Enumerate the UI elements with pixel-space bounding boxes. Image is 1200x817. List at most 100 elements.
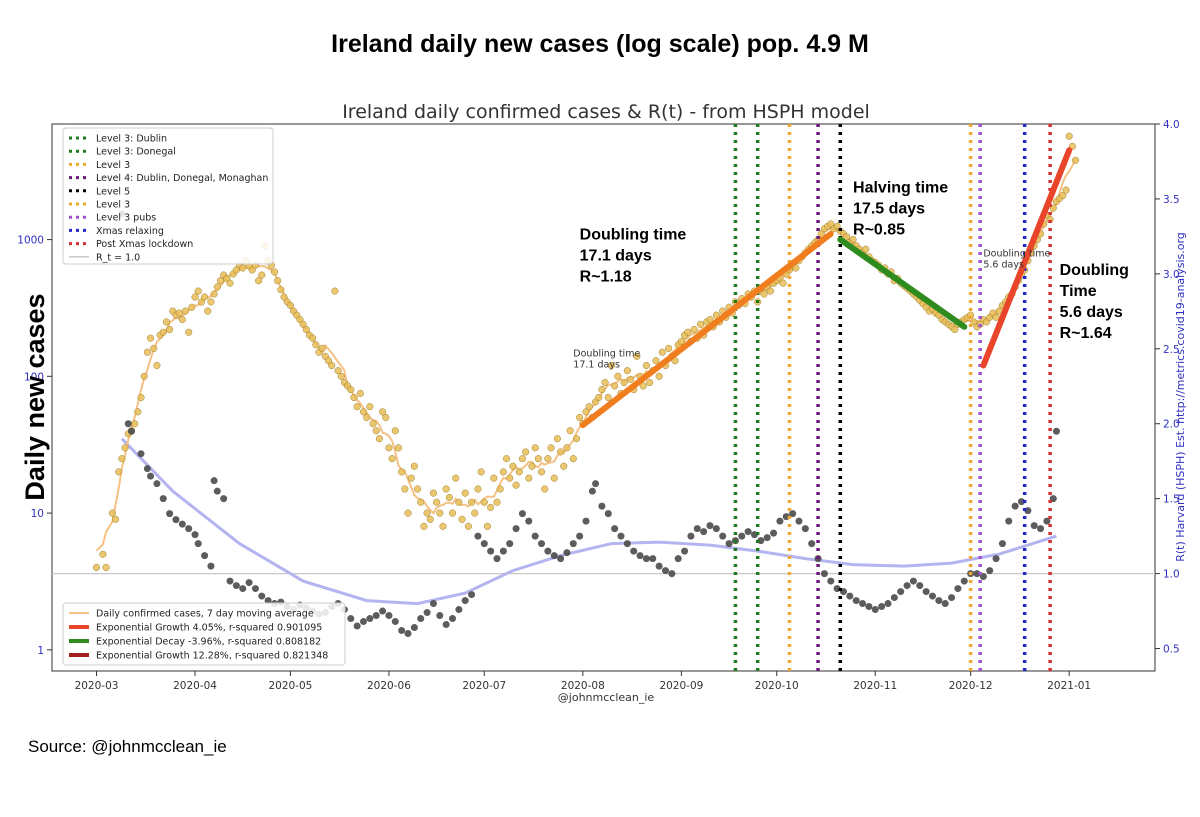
case-point: [665, 344, 673, 352]
y2-tick-label: 3.5: [1163, 194, 1180, 206]
fit-legend-label: Exponential Growth 12.28%, r-squared 0.8…: [96, 651, 328, 662]
case-point: [445, 493, 453, 502]
rt-point: [226, 577, 234, 585]
case-point: [560, 462, 568, 470]
rt-point: [763, 534, 771, 542]
rt-point: [442, 621, 450, 629]
case-point: [175, 309, 183, 317]
case-point: [544, 455, 552, 463]
rt-point: [719, 532, 727, 540]
case-point: [541, 485, 549, 493]
rt-point: [598, 502, 606, 510]
case-point: [410, 462, 418, 470]
x-tick-label: 2020-04: [173, 680, 217, 692]
case-point: [391, 427, 399, 435]
case-point: [429, 489, 437, 497]
case-point: [146, 334, 155, 342]
case-point: [299, 320, 307, 328]
case-point: [623, 367, 631, 375]
case-point: [1059, 191, 1067, 200]
x-tick-label: 2020-05: [268, 680, 312, 692]
legend-label: Post Xmas lockdown: [96, 239, 193, 250]
rt-point: [449, 615, 457, 623]
rt-point: [623, 540, 631, 548]
rt-point: [468, 591, 476, 599]
case-point: [394, 444, 403, 452]
rt-point: [417, 615, 425, 623]
y2-tick-label: 2.5: [1163, 344, 1180, 356]
case-point: [442, 485, 450, 493]
case-point: [531, 444, 539, 452]
rt-point: [210, 477, 218, 485]
case-point: [194, 287, 202, 295]
case-point: [843, 233, 851, 241]
small-annotation-text: Doubling time: [983, 249, 1050, 260]
case-point: [499, 468, 507, 476]
case-point: [178, 316, 186, 324]
case-point: [537, 468, 546, 476]
case-point: [433, 498, 441, 506]
page-headline: Ireland daily new cases (log scale) pop.…: [331, 30, 869, 58]
chart-title: Ireland daily confirmed cases & R(t) - f…: [342, 101, 870, 123]
case-point: [102, 563, 110, 572]
rt-point: [185, 525, 193, 533]
case-point: [684, 328, 692, 336]
case-point: [197, 298, 205, 306]
case-point: [318, 344, 326, 352]
rt-point: [998, 540, 1006, 548]
rt-point: [878, 603, 886, 611]
rt-point: [808, 540, 816, 548]
fit-legend-label: Exponential Growth 4.05%, r-squared 0.90…: [96, 623, 322, 634]
case-point: [563, 444, 571, 452]
annotation-text: 17.5 days: [853, 201, 925, 218]
rt-point: [1030, 522, 1038, 530]
case-point: [277, 286, 285, 294]
rt-point: [172, 516, 180, 524]
rt-point: [630, 547, 638, 555]
growth2-fit-line: [980, 147, 1073, 369]
x-tick-label: 2021-01: [1047, 680, 1091, 692]
case-point: [658, 348, 666, 356]
small-annotation-text: 5.6 days: [983, 260, 1024, 271]
rt-point: [1005, 517, 1013, 525]
axis-ticks-layer: 2020-03 2020-04 2020-05 2020-06 2020-07 2020-…: [17, 119, 1179, 692]
fit-lines-layer: [579, 147, 1073, 429]
rt-point: [871, 606, 879, 614]
rt-point: [706, 522, 714, 530]
case-point: [626, 375, 635, 383]
case-point: [503, 455, 511, 463]
rt-point: [668, 570, 676, 578]
y2-tick-label: 1.0: [1163, 569, 1180, 581]
rt-point: [960, 577, 968, 585]
case-point: [280, 293, 288, 301]
rt-point: [611, 525, 619, 533]
case-point: [576, 413, 584, 422]
rt-point: [852, 597, 860, 605]
x-tick-label: 2020-12: [949, 680, 993, 692]
case-point: [464, 522, 472, 530]
small-annotation-text: 17.1 days: [573, 359, 620, 370]
case-point: [493, 498, 501, 506]
rt-point: [232, 582, 240, 590]
rt-point: [404, 630, 412, 638]
rt-smooth-layer: [120, 437, 1057, 606]
rt-point: [506, 540, 514, 548]
case-point: [118, 455, 126, 463]
case-point: [490, 474, 498, 482]
case-point: [302, 325, 310, 334]
case-point: [210, 290, 218, 298]
case-point: [706, 316, 714, 324]
case-point: [312, 341, 320, 349]
case-point: [550, 474, 558, 482]
rt-point: [986, 567, 994, 575]
rt-point: [127, 427, 135, 435]
case-point: [582, 408, 590, 416]
case-point: [951, 325, 959, 334]
case-point: [420, 522, 428, 530]
case-point: [677, 337, 685, 345]
rt-point: [213, 487, 221, 495]
legend-label: Xmas relaxing: [96, 226, 164, 237]
case-point: [652, 357, 660, 365]
rt-point: [461, 597, 469, 605]
rt-point: [518, 510, 526, 518]
